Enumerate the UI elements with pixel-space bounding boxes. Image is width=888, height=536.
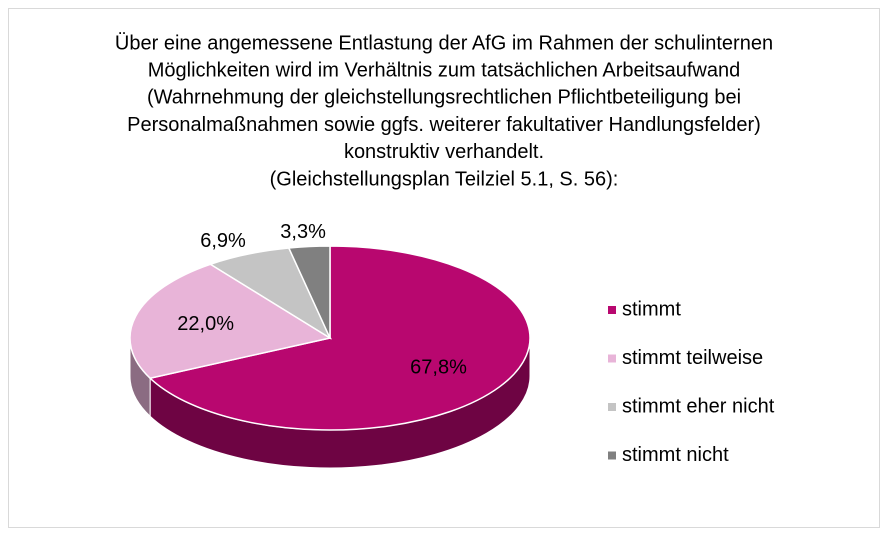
legend-swatch — [608, 354, 616, 363]
value-label: 22,0% — [177, 313, 234, 335]
title-line: (Wahrnehmung der gleichstellungsrechtlic… — [147, 87, 741, 109]
legend-label: stimmt — [622, 298, 681, 320]
legend-swatch — [608, 306, 616, 314]
title-line: Über eine angemessene Entlastung der AfG… — [115, 32, 773, 54]
legend-label: stimmt eher nicht — [622, 395, 775, 417]
title-line: Personalmaßnahmen sowie ggfs. weiterer f… — [127, 114, 761, 136]
value-label: 67,8% — [410, 357, 467, 379]
value-label: 6,9% — [200, 230, 246, 252]
value-label: 3,3% — [280, 221, 326, 243]
legend-label: stimmt nicht — [622, 444, 729, 466]
title-line: (Gleichstellungsplan Teilziel 5.1, S. 56… — [270, 168, 619, 190]
legend-label: stimmt teilweise — [622, 347, 763, 369]
legend-swatch — [608, 403, 616, 411]
legend-swatch — [608, 451, 616, 460]
title-line: konstruktiv verhandelt. — [344, 141, 544, 163]
slice — [148, 245, 531, 431]
chart-title: Über eine angemessene Entlastung der AfG… — [115, 32, 773, 190]
slice — [129, 263, 332, 380]
title-line: Möglichkeiten wird im Verhältnis zum tat… — [148, 59, 741, 81]
slice — [287, 245, 331, 339]
